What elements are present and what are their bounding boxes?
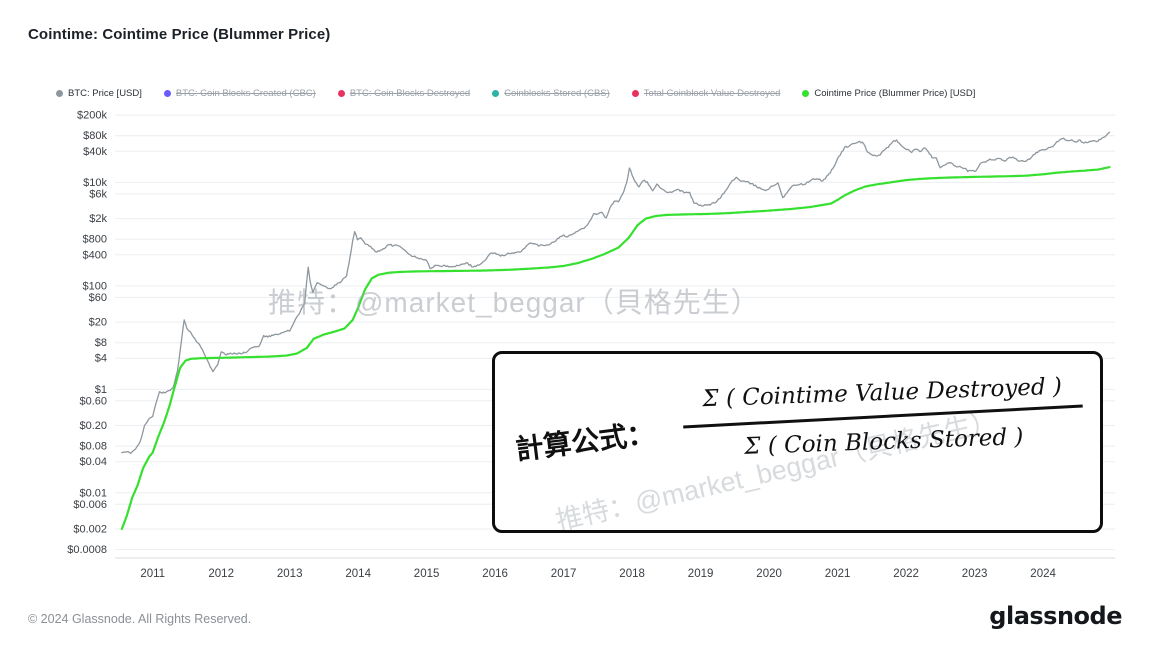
legend-dot-icon bbox=[163, 90, 171, 97]
x-axis-tick: 2014 bbox=[345, 568, 371, 580]
y-axis-tick: $0.0008 bbox=[67, 544, 107, 556]
series-line-1 bbox=[120, 165, 1111, 531]
legend-dot-icon bbox=[631, 90, 639, 97]
x-axis-tick: 2013 bbox=[277, 568, 303, 580]
y-axis-tick: $4 bbox=[95, 353, 107, 365]
y-axis-tick: $2k bbox=[89, 213, 107, 225]
y-axis-tick: $80k bbox=[83, 130, 107, 142]
y-axis-tick: $0.006 bbox=[73, 499, 107, 511]
y-axis-tick: $0.08 bbox=[79, 441, 107, 453]
y-axis-tick: $40k bbox=[83, 146, 107, 158]
x-axis-tick: 2019 bbox=[688, 568, 714, 580]
legend-item-3[interactable]: Coinblocks Stored (CBS) bbox=[492, 88, 610, 99]
legend-dot-icon bbox=[802, 90, 810, 97]
y-axis-tick: $1 bbox=[95, 384, 107, 396]
x-axis-tick: 2012 bbox=[208, 568, 234, 580]
y-axis-tick: $0.01 bbox=[79, 487, 107, 499]
formula-annotation-box: 推特：@market_beggar（貝格先生） 計算公式： Σ ( Cointi… bbox=[492, 351, 1103, 533]
legend-label: BTC: Price [USD] bbox=[68, 88, 142, 99]
legend-label: Cointime Price (Blummer Price) [USD] bbox=[814, 88, 976, 99]
x-axis-tick: 2016 bbox=[482, 568, 508, 580]
y-axis-tick: $0.002 bbox=[73, 524, 107, 536]
formula-prefix: 計算公式： bbox=[513, 416, 657, 467]
x-axis-tick: 2021 bbox=[825, 568, 851, 580]
formula-fraction: Σ ( Cointime Value Destroyed ) Σ ( Coin … bbox=[682, 373, 1084, 462]
legend-label: Coinblocks Stored (CBS) bbox=[504, 88, 610, 99]
y-axis-tick: $0.60 bbox=[79, 395, 107, 407]
x-axis-tick: 2020 bbox=[756, 568, 782, 580]
y-axis-tick: $20 bbox=[89, 317, 107, 329]
legend-label: Total Coinblock Value Destroyed bbox=[643, 88, 781, 99]
price-chart: $200k $80k $40k $10k $6k $2k $800 $400 $100 $60 $2… bbox=[20, 100, 1130, 605]
y-axis-tick: $0.20 bbox=[79, 420, 107, 432]
x-axis-tick: 2024 bbox=[1030, 568, 1056, 580]
legend-label: BTC: Coin Blocks Created (CBC) bbox=[175, 88, 316, 99]
legend-item-1[interactable]: BTC: Coin Blocks Created (CBC) bbox=[163, 88, 316, 99]
glassnode-logo: glassnode bbox=[989, 602, 1122, 630]
x-axis-tick: 2015 bbox=[414, 568, 440, 580]
x-axis-tick: 2022 bbox=[893, 568, 919, 580]
copyright-text: © 2024 Glassnode. All Rights Reserved. bbox=[28, 612, 252, 626]
y-axis-tick: $100 bbox=[83, 280, 107, 292]
chart-canvas: $200k $80k $40k $10k$6k $2k $800 $400 $100$60 $2… bbox=[67, 110, 1115, 580]
legend-label: BTC: Coin Blocks Destroyed bbox=[349, 88, 471, 99]
y-axis-tick: $60 bbox=[89, 292, 107, 304]
x-axis-tick: 2023 bbox=[962, 568, 988, 580]
legend-dot-icon bbox=[492, 90, 500, 97]
legend-item-2[interactable]: BTC: Coin Blocks Destroyed bbox=[337, 88, 471, 99]
y-axis-tick: $800 bbox=[83, 234, 107, 246]
y-axis-tick: $400 bbox=[83, 249, 107, 261]
series-line-0 bbox=[121, 131, 1111, 454]
chart-legend: BTC: Price [USD] BTC: Coin Blocks Created… bbox=[56, 88, 1122, 99]
legend-dot-icon bbox=[337, 90, 345, 97]
y-axis-tick: $10k bbox=[83, 177, 107, 189]
x-axis-tick: 2018 bbox=[619, 568, 645, 580]
y-axis-tick: $6k bbox=[89, 188, 107, 200]
y-axis-tick: $0.04 bbox=[79, 456, 107, 468]
legend-item-0[interactable]: BTC: Price [USD] bbox=[56, 88, 142, 99]
legend-item-5[interactable]: Cointime Price (Blummer Price) [USD] bbox=[802, 88, 975, 99]
legend-item-4[interactable]: Total Coinblock Value Destroyed bbox=[631, 88, 781, 99]
y-axis-tick: $8 bbox=[95, 337, 107, 349]
x-axis-tick: 2017 bbox=[551, 568, 577, 580]
legend-dot-icon bbox=[56, 90, 63, 97]
x-axis-tick: 2011 bbox=[140, 568, 165, 580]
page-title: Cointime: Cointime Price (Blummer Price) bbox=[28, 26, 331, 43]
y-axis-tick: $200k bbox=[77, 110, 107, 122]
